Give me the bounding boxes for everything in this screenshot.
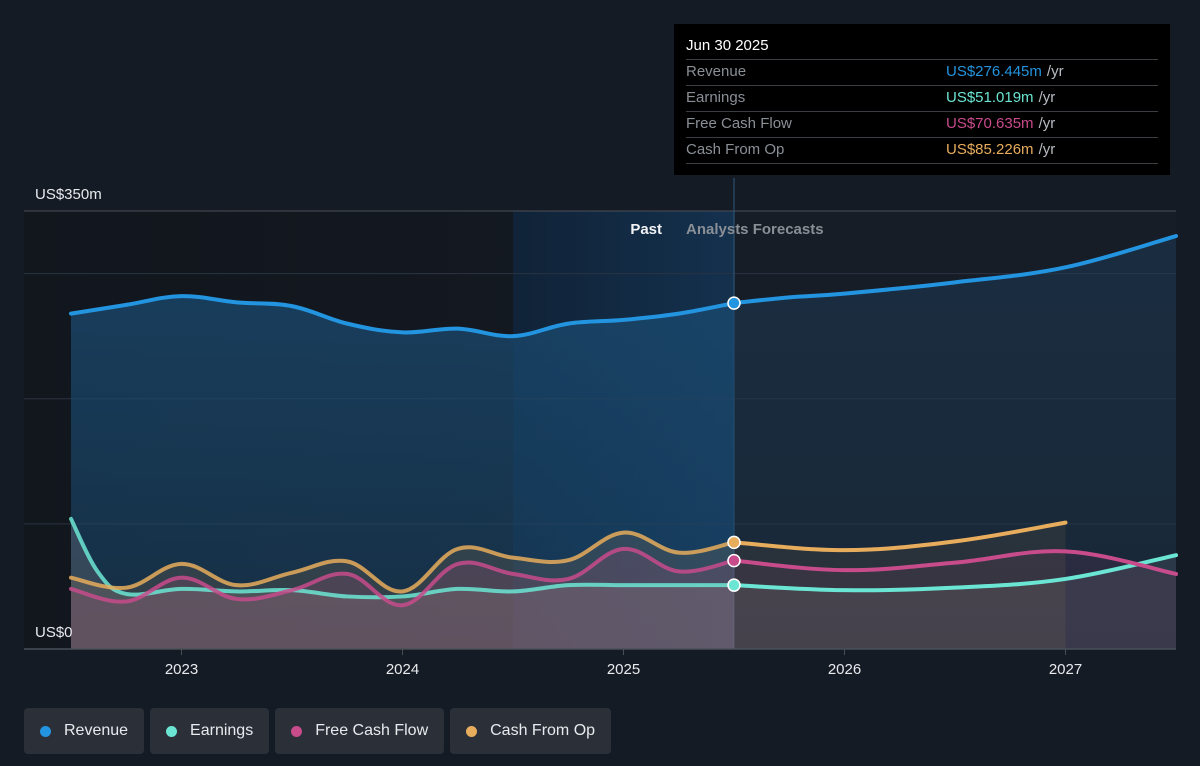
legend-item-earnings[interactable]: Earnings [150, 708, 270, 754]
free-cash-flow-past-line [69, 546, 736, 608]
legend-label: Free Cash Flow [315, 722, 429, 739]
free-cash-flow-past-area [71, 548, 734, 649]
revenue-forecast-line [732, 234, 1178, 306]
legend-item-free-cash-flow[interactable]: Free Cash Flow [275, 708, 445, 754]
free-cash-flow-marker [727, 553, 741, 568]
earnings-past-area [71, 518, 734, 649]
y-axis-zero-label: US$0 [35, 624, 73, 641]
cash-from-op-forecast-area [734, 522, 1066, 649]
legend-dot-icon [166, 725, 178, 737]
legend-item-cash-from-op[interactable]: Cash From Op [450, 708, 612, 754]
past-label: Past [630, 221, 662, 238]
cash-from-op-marker [727, 535, 741, 550]
cash-from-op-forecast-line [732, 520, 1068, 553]
earnings-marker [727, 578, 741, 592]
cash-from-op-past-line [69, 530, 736, 594]
legend-label: Cash From Op [490, 722, 596, 739]
tooltip-value: US$70.635m [946, 115, 1034, 132]
revenue-past-line [69, 294, 736, 339]
earnings-forecast-area [734, 555, 1176, 649]
free-cash-flow-forecast-line [732, 549, 1178, 576]
tooltip-row-cash-from-op: Cash From Op US$85.226m /yr [686, 137, 1158, 164]
revenue-marker [727, 296, 741, 310]
tooltip: Jun 30 2025 Revenue US$276.445m /yr Earn… [674, 24, 1170, 175]
legend-dot-icon [466, 725, 478, 737]
tooltip-unit: /yr [1038, 115, 1056, 132]
legend: Revenue Earnings Free Cash Flow Cash Fro… [24, 708, 612, 754]
tooltip-date: Jun 30 2025 [686, 37, 769, 54]
tooltip-label: Earnings [686, 89, 746, 106]
tooltip-label: Cash From Op [686, 141, 785, 158]
legend-label: Revenue [64, 722, 129, 739]
tooltip-label: Free Cash Flow [686, 115, 792, 132]
tooltip-row-earnings: Earnings US$51.019m /yr [686, 85, 1158, 111]
x-tick-label: 2026 [828, 661, 861, 678]
earnings-past-line [69, 516, 736, 600]
x-tick-label: 2023 [165, 661, 198, 678]
tooltip-unit: /yr [1046, 63, 1064, 80]
tooltip-value: US$51.019m [946, 89, 1034, 106]
legend-label: Earnings [190, 722, 254, 739]
legend-dot-icon [291, 725, 303, 737]
tooltip-value: US$276.445m [946, 63, 1042, 80]
tooltip-unit: /yr [1038, 89, 1056, 106]
legend-dot-icon [40, 725, 51, 737]
revenue-forecast-area [734, 236, 1176, 649]
x-tick-label: 2025 [607, 661, 640, 678]
axes: 2023 2024 2025 2026 2027 [24, 648, 1176, 678]
tooltip-label: Revenue [686, 63, 747, 80]
tooltip-row-revenue: Revenue US$276.445m /yr [686, 59, 1158, 85]
series-markers [727, 296, 741, 592]
tooltip-unit: /yr [1038, 141, 1056, 158]
legend-item-revenue[interactable]: Revenue [24, 708, 145, 754]
series-lines [69, 234, 1178, 608]
free-cash-flow-forecast-area [734, 551, 1176, 649]
tooltip-row-free-cash-flow: Free Cash Flow US$70.635m /yr [686, 111, 1158, 137]
x-tick-label: 2027 [1049, 661, 1082, 678]
y-axis-max-label: US$350m [35, 186, 102, 203]
forecast-label: Analysts Forecasts [686, 221, 824, 238]
earnings-forecast-line [732, 553, 1178, 593]
x-tick-label: 2024 [386, 661, 419, 678]
tooltip-value: US$85.226m [946, 141, 1034, 158]
